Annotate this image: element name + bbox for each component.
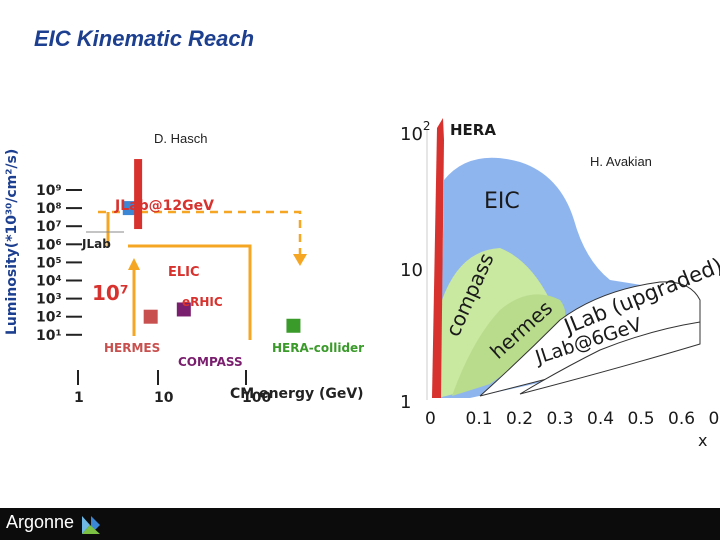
y-tick-label: 10⁵	[36, 255, 62, 271]
point-compass	[176, 302, 191, 317]
y-tick-label: 10⁹	[36, 183, 62, 199]
argonne-logo: Argonne	[6, 512, 75, 532]
y-tick-label: 10¹	[36, 328, 62, 344]
region-label-hera: HERA	[450, 121, 496, 139]
right-x-tick-label: 0.5	[628, 409, 655, 429]
left-chart-points	[122, 159, 301, 333]
label-compass: COMPASS	[178, 355, 243, 369]
credit-right: H. Avakian	[590, 154, 652, 169]
boost-arrow-head	[128, 258, 140, 270]
y-tick-label: 10⁶	[36, 237, 62, 253]
region-hera	[432, 118, 444, 398]
right-x-tick-label: 0.4	[587, 409, 614, 429]
label-erhic: eRHIC	[182, 295, 223, 309]
right-y-tick-label: 102	[400, 119, 431, 145]
label-elic: ELIC	[168, 265, 200, 280]
credit-left: D. Hasch	[154, 131, 208, 146]
label-hermes: HERMES	[104, 341, 160, 355]
jlab12-path	[98, 210, 302, 258]
y-tick-label: 10²	[36, 310, 62, 326]
y-tick-label: 10⁸	[36, 201, 62, 217]
label-jlab: JLab	[81, 237, 111, 251]
right-chart-xlabel: x	[698, 431, 707, 450]
elic-bracket	[128, 244, 252, 340]
y-tick-label: 10⁷	[36, 219, 62, 235]
right-x-tick-label: 0.1	[466, 409, 493, 429]
point-hermes	[143, 309, 158, 324]
right-x-tick-label: 0	[425, 409, 436, 429]
y-tick-label: 10³	[36, 292, 62, 308]
right-x-tick-label: 0.7	[709, 409, 720, 429]
argonne-logo-icon	[82, 516, 100, 534]
right-chart-x-ticks: 0 0.1 0.2 0.3 0.4 0.5 0.6 0.7	[425, 409, 720, 429]
region-jlab6	[519, 321, 701, 395]
right-chart-y-ticks: 1 10 102	[400, 119, 431, 413]
left-chart-x-ticks: 1 10 100	[74, 370, 271, 406]
x-tick-label: 1	[74, 390, 84, 406]
point-jlab	[122, 201, 137, 216]
right-x-tick-label: 0.3	[547, 409, 574, 429]
x-tick-label: 10	[154, 390, 174, 406]
region-hermes	[452, 294, 566, 396]
region-label-eic: EIC	[484, 189, 520, 214]
right-y-tick-label: 1	[400, 392, 411, 413]
point-jlab12	[134, 159, 143, 230]
right-x-tick-label: 0.6	[668, 409, 695, 429]
label-jlab12: JLab@12GeV	[114, 198, 214, 214]
jlab12-arrow-head	[293, 254, 307, 266]
footer-bar: Argonne	[0, 508, 720, 540]
point-hera	[286, 318, 301, 333]
label-boost: 10⁷	[92, 281, 129, 305]
left-chart-xlabel: CM energy (GeV)	[230, 386, 364, 402]
left-chart-y-ticks: 10⁹ 10⁸ 10⁷ 10⁶ 10⁵ 10⁴ 10³ 10² 10¹	[36, 183, 82, 344]
slide-title: EIC Kinematic Reach	[34, 26, 255, 51]
label-hera: HERA-collider	[272, 341, 364, 355]
x-tick-label: 100	[242, 390, 271, 406]
right-x-tick-label: 0.2	[506, 409, 533, 429]
right-y-tick-label: 10	[400, 260, 423, 281]
y-tick-label: 10⁴	[36, 274, 62, 290]
